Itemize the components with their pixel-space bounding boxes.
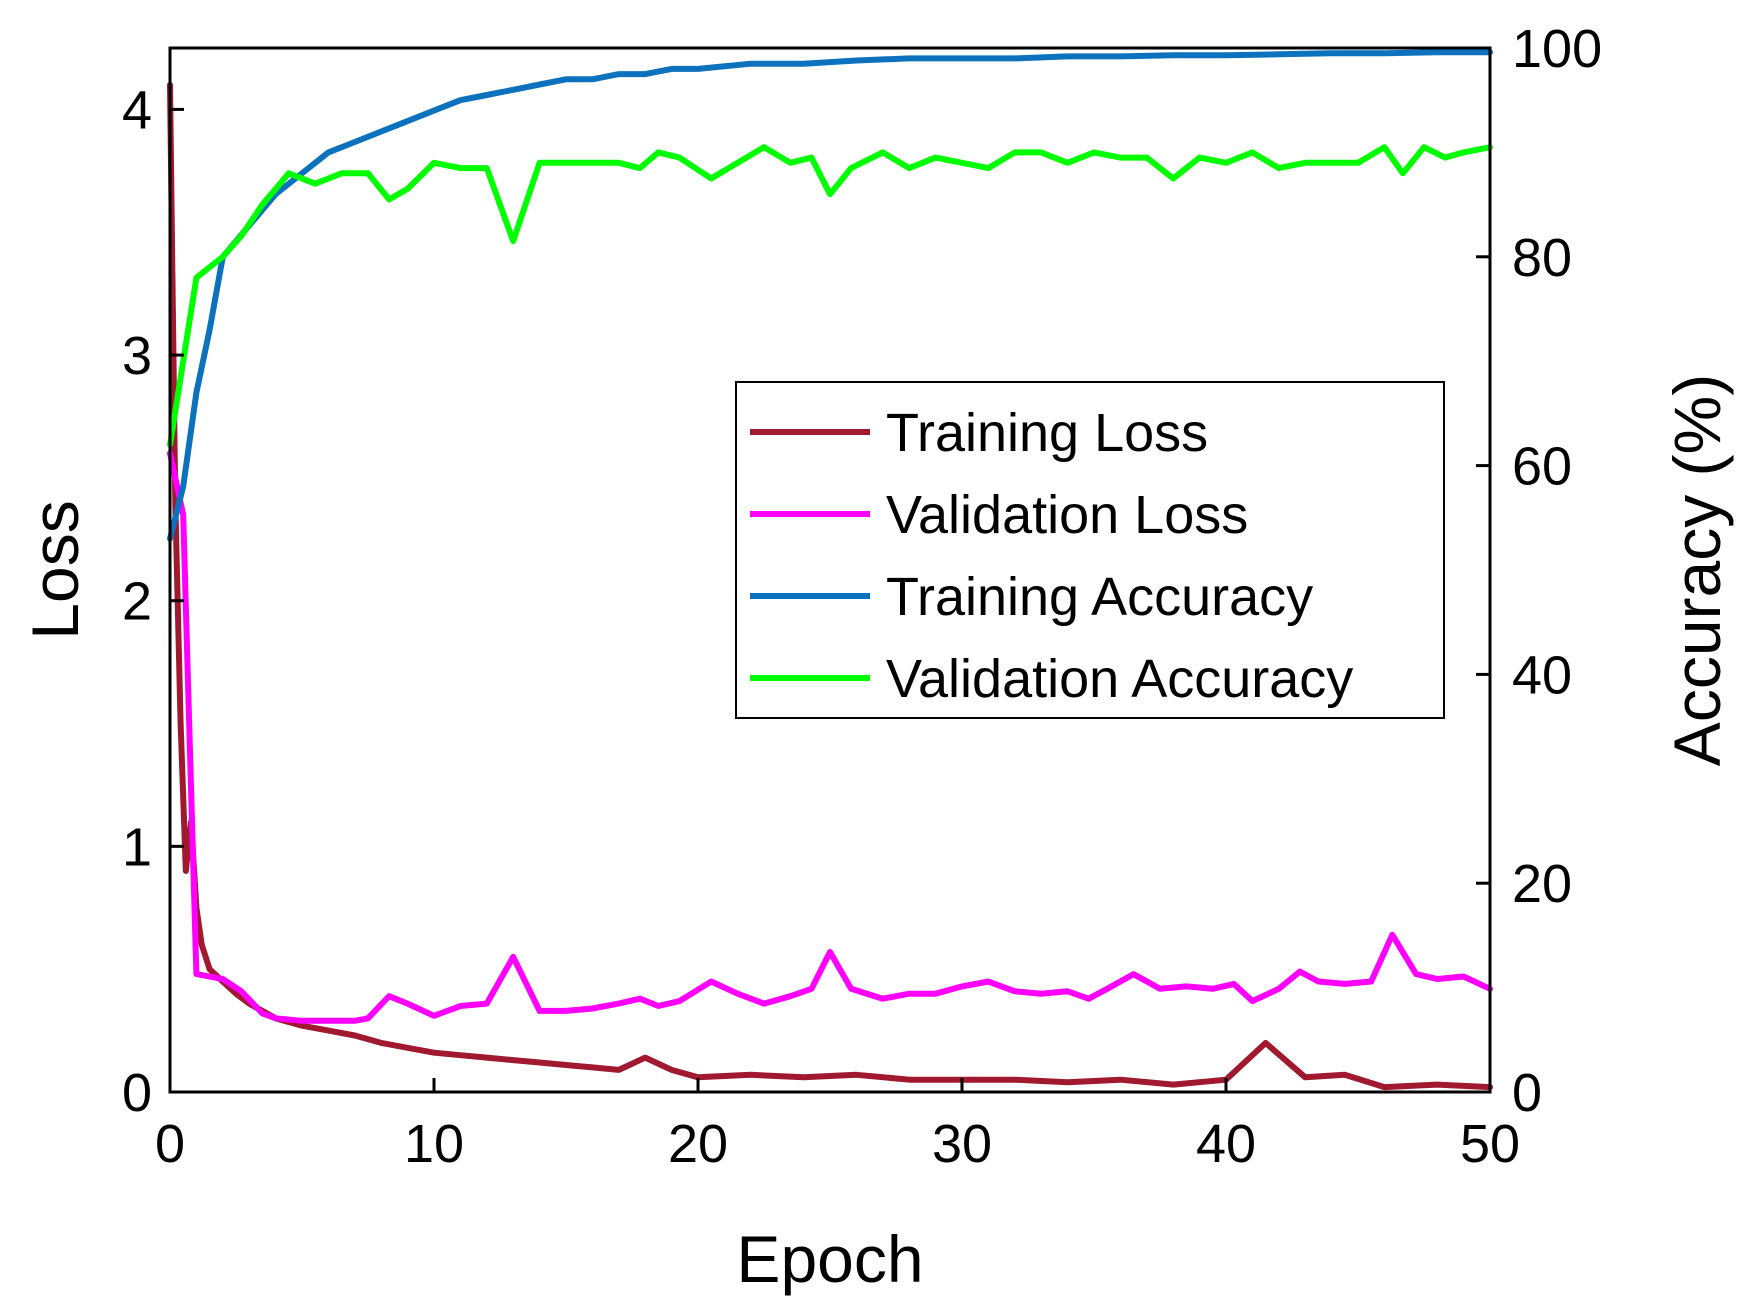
legend: Training Loss Validation Loss Training Acc… bbox=[735, 381, 1445, 719]
x-tick-label: 50 bbox=[1460, 1114, 1520, 1174]
left-tick-label: 3 bbox=[122, 326, 152, 386]
right-axis-title: Accuracy (%) bbox=[1660, 374, 1734, 766]
x-axis-title: Epoch bbox=[736, 1222, 923, 1296]
x-tick-label: 20 bbox=[668, 1114, 728, 1174]
legend-label: Training Loss bbox=[886, 403, 1208, 463]
plot-frame bbox=[168, 46, 1492, 1094]
legend-label: Validation Accuracy bbox=[886, 649, 1353, 709]
x-tick-label: 40 bbox=[1196, 1114, 1256, 1174]
series-line-validation-loss bbox=[167, 450, 1493, 1024]
right-tick-label: 80 bbox=[1512, 228, 1572, 288]
x-tick-label: 30 bbox=[932, 1114, 992, 1174]
legend-label: Training Accuracy bbox=[886, 567, 1313, 627]
left-tick-label: 4 bbox=[122, 80, 152, 140]
x-tick-label: 10 bbox=[404, 1114, 464, 1174]
left-axis-title: Loss bbox=[18, 500, 92, 639]
right-tick-label: 60 bbox=[1512, 437, 1572, 497]
legend-box bbox=[735, 381, 1445, 719]
legend-label: Validation Loss bbox=[886, 485, 1248, 545]
plot-lines bbox=[167, 49, 1493, 1091]
x-tick-label: 0 bbox=[155, 1114, 185, 1174]
left-tick-label: 1 bbox=[122, 817, 152, 877]
x-axis-ticks: 0 10 20 30 40 50 bbox=[155, 1078, 1520, 1174]
right-tick-label: 100 bbox=[1512, 19, 1602, 79]
left-axis-ticks: 0 1 2 3 4 bbox=[122, 80, 184, 1123]
left-tick-label: 2 bbox=[122, 572, 152, 632]
right-tick-label: 0 bbox=[1512, 1063, 1542, 1123]
series-line-validation-accuracy bbox=[167, 144, 1493, 448]
series-line-training-accuracy bbox=[167, 49, 1493, 542]
series-line-training-loss bbox=[167, 81, 1493, 1091]
right-tick-label: 40 bbox=[1512, 645, 1572, 705]
right-tick-label: 20 bbox=[1512, 854, 1572, 914]
right-axis-ticks: 0 20 40 60 80 100 bbox=[1476, 19, 1602, 1123]
left-tick-label: 0 bbox=[122, 1063, 152, 1123]
